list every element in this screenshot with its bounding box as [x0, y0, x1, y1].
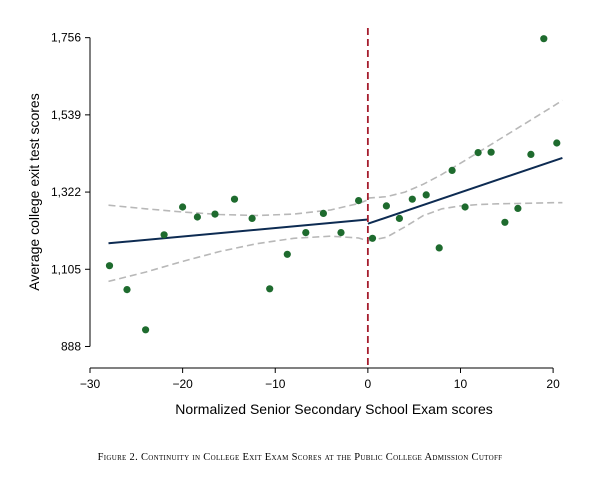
x-tick-label: 10 — [454, 377, 468, 391]
x-tick-label: −30 — [80, 377, 101, 391]
x-tick-label: −10 — [265, 377, 286, 391]
data-point — [527, 150, 535, 158]
y-tick-label: 888 — [61, 339, 81, 353]
y-tick-label: 1,539 — [51, 108, 81, 122]
y-tick-label: 1,105 — [51, 262, 81, 276]
data-point — [501, 218, 509, 226]
y-axis-title: Average college exit test scores — [26, 93, 42, 290]
data-point — [319, 209, 327, 217]
data-point — [422, 191, 430, 199]
data-point — [179, 203, 187, 211]
data-point — [248, 214, 256, 222]
data-point — [395, 214, 403, 222]
data-point — [266, 285, 274, 293]
data-point — [123, 286, 131, 294]
confidence-interval-layer — [108, 99, 563, 283]
fit-line-layer — [108, 156, 563, 245]
ci-left-lower — [108, 235, 369, 283]
x-tick-label: 20 — [546, 377, 560, 391]
data-point — [553, 139, 561, 147]
fit-line-right — [367, 156, 563, 225]
x-axis-title: Normalized Senior Secondary School Exam … — [175, 401, 492, 417]
data-point — [514, 204, 522, 212]
figure-caption: Figure 2. Continuity in College Exit Exa… — [97, 452, 503, 463]
data-point — [474, 149, 482, 157]
x-tick-label: 0 — [365, 377, 372, 391]
data-point — [461, 203, 469, 211]
y-tick-label: 1,756 — [51, 31, 81, 45]
data-point — [193, 213, 201, 221]
data-point — [283, 250, 291, 258]
data-point — [487, 148, 495, 156]
data-point — [302, 229, 310, 237]
ci-right-lower — [367, 201, 563, 242]
data-point — [435, 244, 443, 252]
data-point — [448, 166, 456, 174]
data-point — [368, 234, 377, 242]
data-point — [337, 229, 345, 237]
scatter-points-layer — [105, 35, 561, 334]
ticks-layer: 888 1,105 1,322 1,539 1,756 −30 −20 −10 0 10 20 — [51, 31, 560, 391]
data-point — [355, 197, 363, 205]
axes-layer — [89, 37, 554, 369]
data-point — [540, 35, 548, 43]
data-point — [382, 202, 390, 210]
x-tick-label: −20 — [172, 377, 193, 391]
data-point — [408, 195, 416, 203]
data-point — [160, 231, 168, 239]
data-point — [105, 262, 114, 270]
y-tick-label: 1,322 — [51, 185, 81, 199]
data-point — [230, 195, 239, 203]
ci-right-upper — [367, 99, 563, 199]
rd-scatter-chart: 888 1,105 1,322 1,539 1,756 −30 −20 −10 0 10 20 No… — [26, 28, 563, 417]
ci-left-upper — [108, 199, 369, 217]
data-point — [142, 326, 150, 334]
data-point — [211, 210, 219, 218]
fit-line-left — [108, 218, 368, 245]
